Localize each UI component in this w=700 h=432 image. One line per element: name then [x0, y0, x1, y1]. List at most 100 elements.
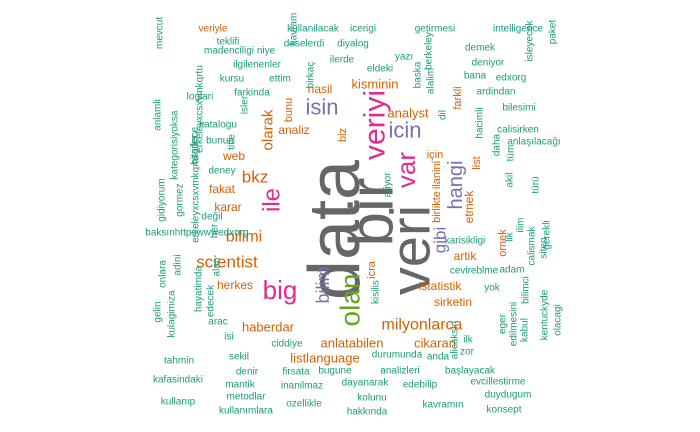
word-133: denir — [236, 367, 259, 378]
word-53: yazı — [395, 52, 413, 63]
word-74: loglari — [187, 92, 214, 103]
word-106: siten — [539, 237, 550, 258]
word-65: edxorg — [496, 73, 527, 84]
word-78: kategorisiyoksa — [170, 110, 181, 179]
word-136: analizleri — [380, 366, 419, 377]
word-48: mevcut — [155, 17, 166, 49]
word-28: etmek — [462, 190, 476, 224]
word-30: karar — [214, 200, 241, 214]
word-110: edecek — [206, 284, 217, 317]
word-103: lik — [505, 231, 516, 241]
word-117: kisilis — [371, 280, 382, 304]
word-17: olarak — [260, 109, 277, 150]
word-147: duydugum — [485, 390, 532, 401]
word-79: erkeleyxcsxvmkqrtu — [195, 65, 206, 153]
word-98: adini — [173, 254, 184, 275]
word-97: değil — [201, 212, 222, 223]
word-123: zor — [460, 347, 475, 358]
word-12: gibi — [431, 227, 450, 253]
word-122: ilk — [463, 335, 473, 346]
word-10: hangi — [445, 161, 467, 210]
word-125: edilmesini — [509, 302, 520, 346]
word-54: demek — [465, 43, 496, 54]
word-2: veri — [379, 205, 442, 295]
word-96: erkeleyxcsxvmkqrtu — [191, 155, 202, 243]
word-24: cikaran — [414, 336, 456, 351]
word-1: bir — [338, 178, 407, 247]
word-21: haberdar — [242, 320, 295, 335]
word-73: bilesimi — [502, 103, 535, 114]
word-144: kullanıp — [161, 397, 196, 408]
word-148: kullanımlara — [219, 406, 273, 417]
word-14: milyonlarca — [382, 317, 463, 334]
word-84: calisirken — [497, 125, 539, 136]
word-70: alalim — [426, 68, 437, 94]
word-32: web — [222, 149, 245, 163]
word-128: olacagi — [553, 304, 564, 336]
word-61: deniyor — [472, 58, 505, 69]
word-77: anlamli — [153, 99, 164, 131]
word-43: veriyle — [199, 24, 228, 35]
word-130: sekil — [229, 352, 249, 363]
word-23: anlatabilen — [321, 336, 384, 351]
word-114: bilimci — [521, 276, 532, 304]
word-120: ciddiye — [271, 339, 303, 350]
word-121: alicaksin — [450, 321, 461, 359]
word-116: kulagimiza — [167, 290, 178, 338]
word-126: kabul — [520, 318, 531, 342]
word-75: isler — [240, 95, 251, 114]
word-150: hakkında — [347, 407, 388, 418]
word-45: icerigi — [350, 24, 376, 35]
word-88: tüm — [506, 145, 517, 162]
word-11: bilim — [313, 266, 333, 303]
word-141: dayanarak — [342, 378, 390, 389]
word-118: arac — [208, 317, 227, 328]
word-134: firsata — [282, 367, 310, 378]
word-6: ile — [259, 188, 286, 212]
word-101: alan — [212, 258, 223, 277]
word-38: birlikte — [431, 191, 443, 223]
word-40: ilanini — [431, 161, 443, 189]
word-100: her — [210, 223, 221, 238]
word-95: sadece — [190, 126, 201, 159]
word-129: tahmin — [164, 356, 194, 367]
word-142: edebilip — [403, 380, 438, 391]
word-93: gidiyorum — [157, 178, 168, 221]
word-68: birkaç — [306, 62, 317, 89]
word-57: madenciligi — [204, 46, 254, 57]
word-137: başlayacak — [445, 366, 496, 377]
word-83: bitgiler — [190, 135, 201, 165]
word-9: icin — [388, 118, 421, 143]
word-46: getirmesi — [415, 24, 456, 35]
word-82: title — [227, 134, 238, 150]
word-25: sirketin — [434, 295, 472, 309]
word-104: ilim — [516, 218, 527, 233]
word-64: bana — [464, 71, 487, 82]
word-71: ardindan — [477, 87, 516, 98]
word-140: inanilmaz — [281, 381, 323, 392]
word-56: paket — [548, 20, 559, 45]
word-87: anlaşılacağı — [507, 137, 560, 148]
word-60: berkeley — [424, 32, 435, 70]
word-15: bilimi — [226, 229, 262, 246]
word-50: kavram — [289, 13, 300, 46]
word-66: kursu — [220, 74, 244, 85]
word-3: veriyi — [359, 90, 392, 160]
word-4: var — [391, 152, 421, 188]
word-39: farkli — [452, 86, 464, 109]
word-111: cevireblme — [450, 266, 499, 277]
word-44: kullanilacak — [287, 24, 340, 35]
word-152: konsept — [486, 405, 521, 416]
word-33: nasil — [308, 82, 333, 96]
word-113: yok — [484, 283, 501, 294]
word-13: scientist — [196, 253, 258, 272]
word-7: olan — [335, 274, 366, 327]
word-67: ettim — [269, 74, 291, 85]
word-18: kisminin — [352, 77, 399, 92]
word-86: daha — [492, 133, 503, 156]
word-149: ozellikle — [286, 399, 322, 410]
word-5: big — [263, 275, 298, 305]
word-135: bugune — [318, 366, 352, 377]
word-94: gormez — [175, 183, 186, 216]
